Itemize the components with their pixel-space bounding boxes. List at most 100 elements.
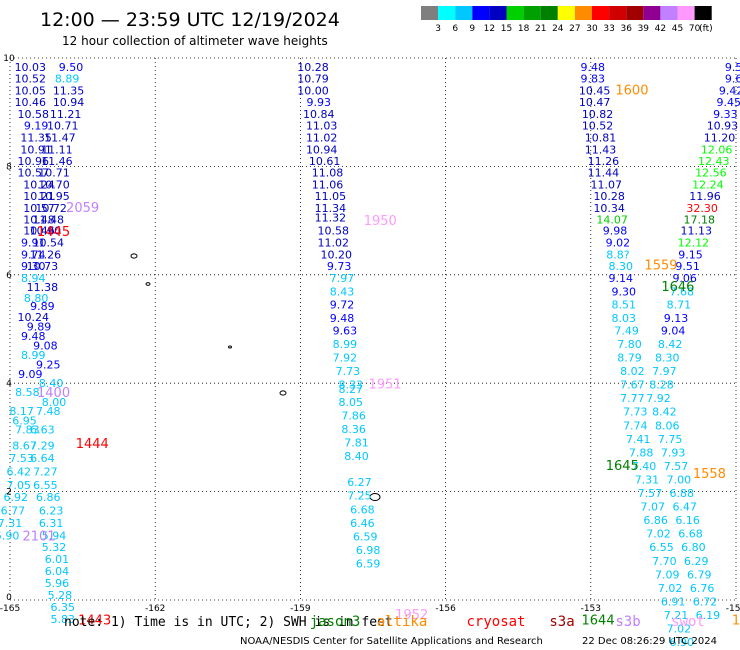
wave-height-label: 8.80 bbox=[24, 292, 49, 305]
wave-height-label: 9.51 bbox=[675, 260, 700, 273]
wave-height-label: 6.42 bbox=[6, 465, 31, 478]
island-outline bbox=[228, 345, 232, 349]
colorbar-tick: 27 bbox=[569, 24, 580, 34]
wave-height-label: 8.05 bbox=[338, 396, 363, 409]
wave-height-label: 10.90 bbox=[30, 225, 62, 238]
wave-height-label: 10.58 bbox=[318, 225, 350, 238]
wave-height-label: 9.72 bbox=[330, 298, 355, 311]
wave-height-label: 9.48 bbox=[21, 330, 46, 343]
colorbar-tick: 15 bbox=[501, 24, 512, 34]
wave-height-label: 8.99 bbox=[21, 349, 46, 362]
wave-height-label: 8.79 bbox=[617, 352, 642, 365]
wave-height-label: 8.17 bbox=[9, 405, 34, 418]
colorbar-tick: 70 bbox=[689, 24, 701, 34]
wave-height-label: 7.02 bbox=[667, 623, 692, 636]
pass-time-label: 2059 bbox=[66, 201, 99, 216]
wave-height-label: 11.48 bbox=[32, 213, 64, 226]
wave-height-label: 7.57 bbox=[638, 487, 663, 500]
wave-height-label: 9.48 bbox=[580, 61, 605, 74]
wave-height-label: 9.02 bbox=[606, 237, 631, 250]
wave-height-label: 9.91 bbox=[21, 237, 46, 250]
wave-height-label: 7.86 bbox=[341, 410, 366, 423]
satellite-legend-item: s3a bbox=[549, 614, 574, 630]
wave-height-label: 8.03 bbox=[611, 312, 636, 325]
wave-height-label: 8.02 bbox=[620, 365, 645, 378]
wave-height-label: 9.33 bbox=[713, 108, 738, 121]
wave-height-label: 6.68 bbox=[350, 503, 375, 516]
chart-title: 12:00 — 23:59 UTC 12/19/2024 bbox=[40, 9, 340, 31]
wave-height-label: 7.02 bbox=[646, 528, 671, 541]
colorbar-tick: 42 bbox=[655, 24, 666, 34]
wave-height-label: 6.27 bbox=[347, 476, 372, 489]
wave-height-label: 10.58 bbox=[17, 108, 49, 121]
wave-height-label: 6.35 bbox=[51, 601, 76, 614]
wave-height-label: 7.29 bbox=[30, 439, 55, 452]
wave-height-label: 9.42 bbox=[719, 84, 740, 97]
wave-height-label: 10.84 bbox=[303, 108, 335, 121]
satellite-legend-item: jason3 bbox=[310, 614, 361, 630]
pass-time-label: 1644 bbox=[582, 613, 615, 628]
wave-height-label: 11.20 bbox=[704, 131, 736, 144]
wave-height-label: 5.90 bbox=[0, 529, 19, 542]
wave-height-label: 11.46 bbox=[41, 155, 73, 168]
wave-height-label: 8.33 bbox=[338, 379, 363, 392]
wave-height-label: 8.27 bbox=[338, 383, 363, 396]
colorbar-swatch bbox=[455, 6, 473, 20]
pass-time-label: 1559 bbox=[644, 258, 677, 273]
wave-height-label: 10.46 bbox=[23, 225, 55, 238]
island-outlines bbox=[130, 253, 381, 501]
wave-height-label: 8.36 bbox=[341, 423, 366, 436]
wave-height-label: 7.73 bbox=[336, 365, 361, 378]
wave-height-label: 7.81 bbox=[344, 437, 369, 450]
wave-height-label: 11.07 bbox=[591, 179, 623, 192]
wave-height-label: 8.30 bbox=[655, 352, 680, 365]
wave-height-label: 9.73 bbox=[327, 260, 352, 273]
wave-height-label: 11.06 bbox=[312, 179, 344, 192]
wave-height-label: 11.26 bbox=[30, 249, 62, 262]
wave-height-label: 5.96 bbox=[45, 577, 70, 590]
colorbar-tick: 33 bbox=[603, 24, 614, 34]
wave-height-label: 7.93 bbox=[661, 446, 686, 459]
wave-height-label: 6.31 bbox=[39, 517, 64, 530]
wave-height-label: 9.83 bbox=[580, 72, 605, 85]
pass-time-label: 1443 bbox=[78, 613, 111, 628]
wave-height-label: 7.21 bbox=[664, 609, 689, 622]
wave-height-label: 6.95 bbox=[12, 414, 37, 427]
colorbar-swatch bbox=[592, 6, 610, 20]
y-tick-label: 6 bbox=[6, 271, 12, 281]
wave-height-label: 7.05 bbox=[6, 479, 31, 492]
wave-height-label: 6.23 bbox=[39, 504, 64, 517]
wave-height-label: 9.63 bbox=[333, 324, 358, 337]
colorbar-swatch bbox=[574, 6, 592, 20]
wave-height-label: 10.70 bbox=[38, 179, 70, 192]
wave-height-label: 7.92 bbox=[646, 392, 671, 405]
wave-height-label: 7.88 bbox=[629, 446, 654, 459]
wave-height-label: 9.98 bbox=[603, 225, 628, 238]
wave-height-label: 6.68 bbox=[678, 528, 703, 541]
colorbar-swatch bbox=[421, 6, 439, 20]
pass-time-label: 2101 bbox=[22, 529, 55, 544]
pass-time-label: 1444 bbox=[76, 437, 109, 452]
wave-height-label: 9.30 bbox=[21, 260, 46, 273]
wave-height-label: 6.63 bbox=[30, 424, 55, 437]
wave-height-label: 10.05 bbox=[15, 84, 47, 97]
pass-time-labels: 2059 1445 1400 1444 2101 1443 1950 1951 1952 1600… bbox=[22, 83, 740, 628]
satellite-legend: jason3 altika cryosat s3a s3b swot bbox=[310, 614, 705, 630]
wave-height-label: 9.89 bbox=[27, 321, 52, 334]
pass-time-label: 1951 bbox=[369, 378, 402, 393]
pass-time-label: 1 bbox=[732, 613, 740, 628]
wave-height-label: 6.90 bbox=[670, 636, 695, 649]
wave-height-label: 11.21 bbox=[50, 108, 82, 121]
x-tick-label: -156 bbox=[435, 604, 456, 614]
wave-height-label: 10.24 bbox=[23, 179, 55, 192]
wave-height-label: 7.67 bbox=[620, 379, 645, 392]
wave-height-label: 7.68 bbox=[670, 285, 695, 298]
axis-ticks: -165 -162 -159 -156 -153 -150 0 2 4 6 8 10 bbox=[0, 54, 740, 614]
wave-height-label: 10.52 bbox=[582, 120, 614, 133]
wave-height-label: 7.83 bbox=[15, 424, 40, 437]
wave-height-label: 6.79 bbox=[687, 568, 712, 581]
wave-height-label: 6.92 bbox=[4, 491, 29, 504]
wave-height-label: 9.13 bbox=[664, 312, 689, 325]
island-outline bbox=[130, 253, 138, 259]
